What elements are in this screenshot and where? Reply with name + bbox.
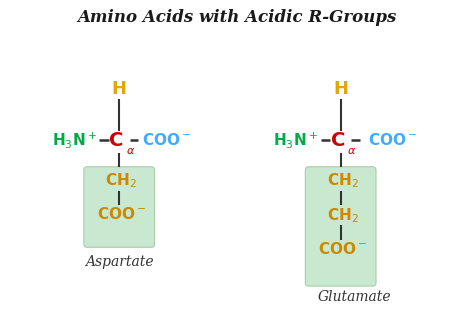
Text: H$_3$N$^+$: H$_3$N$^+$ xyxy=(52,130,97,150)
Text: H$_3$N$^+$: H$_3$N$^+$ xyxy=(273,130,318,150)
Text: COO$^-$: COO$^-$ xyxy=(318,241,367,257)
Text: COO$^-$: COO$^-$ xyxy=(142,132,191,148)
Text: C: C xyxy=(331,131,345,149)
Text: CH$_2$: CH$_2$ xyxy=(327,206,358,225)
Text: C: C xyxy=(109,131,124,149)
Text: H: H xyxy=(112,80,127,98)
Text: $\alpha$: $\alpha$ xyxy=(347,146,356,156)
Text: Aspartate: Aspartate xyxy=(85,254,154,268)
Text: COO$^-$: COO$^-$ xyxy=(368,132,417,148)
Text: Amino Acids with Acidic R-Groups: Amino Acids with Acidic R-Groups xyxy=(77,9,397,26)
Text: Glutamate: Glutamate xyxy=(318,290,392,304)
Text: $\alpha$: $\alpha$ xyxy=(126,146,135,156)
Text: H: H xyxy=(333,80,348,98)
Text: CH$_2$: CH$_2$ xyxy=(105,171,137,190)
FancyBboxPatch shape xyxy=(84,167,155,247)
Text: COO$^-$: COO$^-$ xyxy=(97,206,146,222)
Text: CH$_2$: CH$_2$ xyxy=(327,171,358,190)
FancyBboxPatch shape xyxy=(305,167,376,286)
